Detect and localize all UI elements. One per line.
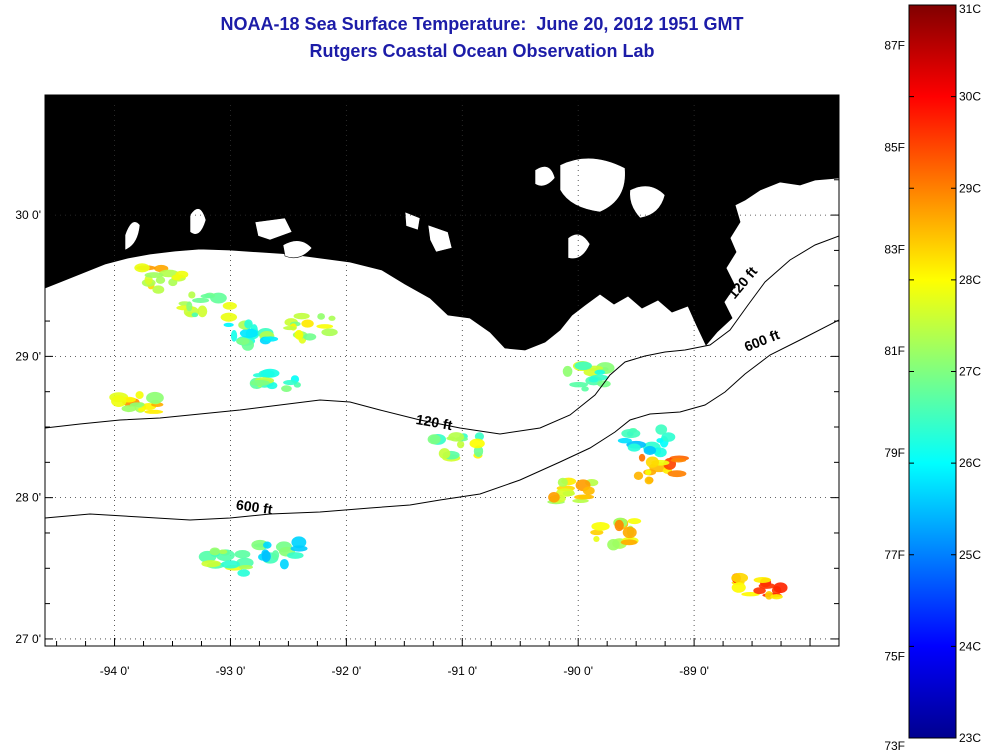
contour-600ft: [45, 319, 839, 521]
lon-tick-label: -94 0': [100, 664, 130, 678]
sst-patch: [283, 312, 338, 344]
map-title: NOAA-18 Sea Surface Temperature: June 20…: [220, 14, 744, 34]
colorbar-celsius-label: 25C: [959, 548, 981, 562]
colorbar-fahrenheit-label: 81F: [884, 344, 905, 358]
colorbar-celsius-label: 30C: [959, 90, 981, 104]
sst-patch: [617, 424, 676, 458]
sst-patch: [176, 291, 238, 322]
lon-tick-label: -90 0': [563, 664, 593, 678]
lon-tick-label: -89 0': [679, 664, 709, 678]
sst-patch: [109, 391, 164, 414]
sst-patch: [633, 453, 690, 485]
colorbar-fahrenheit-label: 77F: [884, 548, 905, 562]
colorbar-fahrenheit-label: 79F: [884, 446, 905, 460]
plot-frame: [44, 94, 840, 647]
lat-tick-label: 27 0': [15, 632, 41, 646]
map-subtitle: Rutgers Coastal Ocean Observation Lab: [309, 41, 655, 61]
contour-label: 120 ft: [415, 411, 454, 433]
sst-patch: [562, 361, 615, 392]
lon-tick-label: -92 0': [332, 664, 362, 678]
colorbar-fahrenheit-label: 73F: [884, 739, 905, 753]
contour-label: 600 ft: [235, 496, 274, 517]
sst-patch: [590, 517, 642, 551]
lat-tick-label: 30 0': [15, 208, 41, 222]
colorbar-celsius-label: 29C: [959, 181, 981, 195]
colorbar-fahrenheit-label: 85F: [884, 141, 905, 155]
colorbar-celsius-label: 23C: [959, 731, 981, 745]
lon-tick-label: -91 0': [447, 664, 477, 678]
land-mass: [45, 95, 839, 351]
colorbar-celsius-label: 27C: [959, 365, 981, 379]
colorbar-fahrenheit-label: 75F: [884, 650, 905, 664]
sst-patch: [731, 572, 788, 600]
lon-tick-label: -93 0': [216, 664, 246, 678]
inland-lakes: [124, 157, 666, 259]
colorbar-fahrenheit-label: 83F: [884, 242, 905, 256]
axis-tick-labels: -94 0' -93 0' -92 0' -91 0' -90 0' -89 0' 30 0…: [15, 208, 709, 678]
sst-patch: [249, 368, 301, 392]
lat-tick-label: 28 0': [15, 491, 41, 505]
sst-patch: [547, 477, 599, 505]
sst-patch: [251, 536, 308, 570]
sst-patch: [427, 432, 485, 462]
lat-tick-label: 29 0': [15, 349, 41, 363]
contour-120ft: [45, 235, 839, 435]
sst-data-patches: [109, 263, 788, 600]
axis-ticks: [45, 95, 840, 646]
colorbar-celsius-label: 24C: [959, 639, 981, 653]
temperature-colorbar: 31C 30C 29C 28C 27C 26C 25C 24C 23C 87F 85F 83F 81F 7…: [884, 2, 981, 753]
colorbar-fahrenheit-label: 87F: [884, 39, 905, 53]
colorbar-gradient: [908, 4, 957, 739]
sst-patch: [198, 547, 254, 577]
sst-patch: [134, 263, 189, 294]
colorbar-celsius-label: 26C: [959, 456, 981, 470]
sst-patch: [223, 319, 279, 351]
colorbar-celsius-label: 28C: [959, 273, 981, 287]
colorbar-celsius-label: 31C: [959, 2, 981, 16]
